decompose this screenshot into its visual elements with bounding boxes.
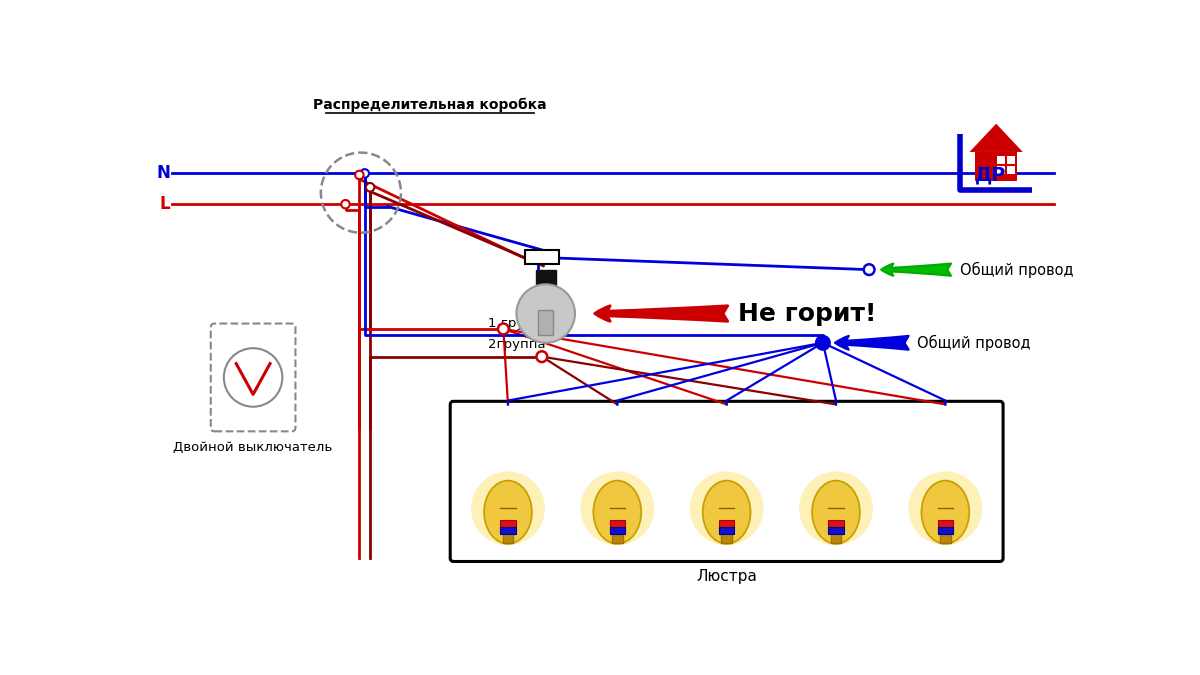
Circle shape [799, 471, 872, 545]
Text: L: L [160, 195, 170, 213]
Circle shape [366, 183, 374, 192]
Circle shape [472, 471, 545, 545]
Text: Общий провод: Общий провод [960, 262, 1074, 277]
Circle shape [536, 351, 547, 362]
Text: ДР: ДР [974, 165, 1007, 185]
Text: 1 группа: 1 группа [488, 317, 550, 330]
Bar [830, 526, 841, 543]
Text: Распределительная коробка: Распределительная коробка [313, 97, 547, 112]
Polygon shape [970, 124, 1022, 152]
Circle shape [341, 200, 349, 209]
Circle shape [908, 471, 983, 545]
FancyBboxPatch shape [211, 323, 295, 431]
Bar [940, 526, 950, 543]
Ellipse shape [484, 481, 532, 544]
Circle shape [581, 471, 654, 545]
Bar [503, 526, 514, 543]
Circle shape [816, 336, 830, 350]
Bar [719, 520, 734, 526]
Text: N: N [156, 165, 170, 182]
Bar [997, 156, 1015, 173]
Text: Люстра: Люстра [696, 569, 757, 584]
Bar [721, 526, 732, 543]
Ellipse shape [922, 481, 970, 544]
Text: Двойной выключатель: Двойной выключатель [174, 441, 332, 454]
Ellipse shape [703, 481, 750, 544]
Bar [828, 520, 844, 526]
Text: Общий провод: Общий провод [917, 335, 1031, 351]
Circle shape [355, 171, 364, 179]
Circle shape [360, 169, 368, 178]
Text: 2группа: 2группа [488, 338, 546, 351]
Bar [937, 526, 953, 534]
Bar [976, 152, 1018, 181]
Bar [610, 526, 625, 534]
Bar [937, 520, 953, 526]
Circle shape [516, 284, 575, 343]
FancyArrowPatch shape [595, 306, 727, 321]
Circle shape [498, 323, 509, 334]
Bar [500, 526, 516, 534]
Ellipse shape [594, 481, 641, 544]
Text: Не горит!: Не горит! [738, 302, 876, 325]
Bar [828, 526, 844, 534]
Bar [610, 520, 625, 526]
Bar [612, 526, 623, 543]
FancyBboxPatch shape [450, 402, 1003, 562]
Bar [524, 250, 559, 264]
Circle shape [864, 264, 875, 275]
Circle shape [690, 471, 763, 545]
Bar [719, 526, 734, 534]
Ellipse shape [812, 481, 860, 544]
Bar [538, 310, 553, 335]
Bar [500, 520, 516, 526]
Bar [535, 271, 556, 295]
